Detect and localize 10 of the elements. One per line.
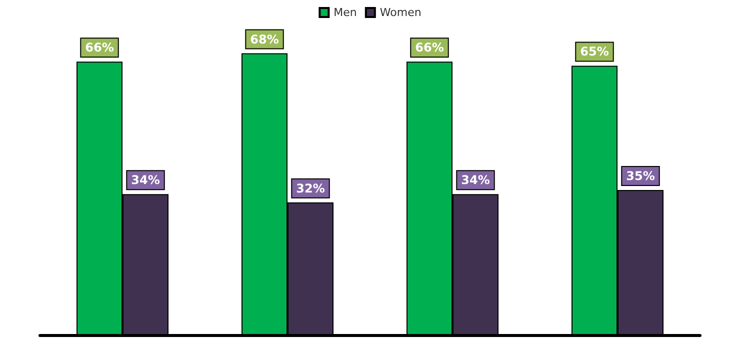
data-label: 66% — [85, 40, 114, 55]
data-label: 32% — [296, 181, 325, 196]
data-label: 68% — [250, 32, 279, 46]
data-label: 34% — [131, 173, 160, 188]
data-label: 65% — [580, 44, 609, 59]
data-label: 34% — [461, 173, 490, 188]
data-label: 35% — [626, 169, 655, 183]
legend-label: Women — [380, 6, 422, 19]
data-label: 66% — [415, 40, 444, 55]
legend-label: Men — [334, 6, 357, 19]
